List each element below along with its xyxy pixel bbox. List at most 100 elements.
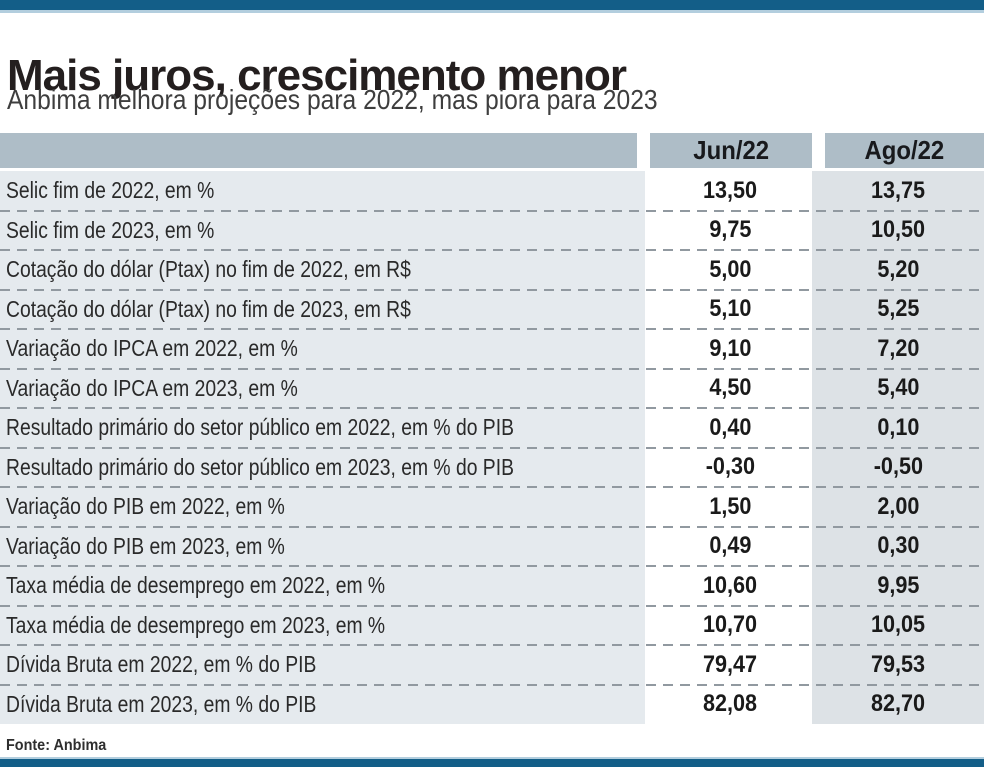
row-label: Cotação do dólar (Ptax) no fim de 2022, … — [6, 256, 411, 283]
jun-value-cell: 82,08 — [648, 690, 812, 718]
page-subtitle: Anbima melhora projeções para 2022, mas … — [7, 84, 658, 115]
jun-value-cell: 79,47 — [648, 651, 812, 679]
jun-value-cell: 0,40 — [648, 414, 812, 442]
row-label: Dívida Bruta em 2022, em % do PIB — [6, 651, 317, 678]
table-header-row: Jun/22 Ago/22 — [0, 133, 984, 168]
jun-value: 13,50 — [702, 176, 758, 204]
table-row: Variação do IPCA em 2023, em % 4,50 5,40 — [0, 369, 984, 409]
table-row: Variação do PIB em 2023, em % 0,49 0,30 — [0, 527, 984, 567]
table-row: Selic fim de 2023, em % 9,75 10,50 — [0, 211, 984, 251]
jun-value-cell: -0,30 — [648, 453, 812, 481]
jun-value-cell: 10,60 — [648, 572, 812, 600]
row-label-cell: Taxa média de desemprego em 2023, em % — [0, 612, 648, 639]
jun-value: 10,60 — [702, 571, 758, 599]
row-label-cell: Cotação do dólar (Ptax) no fim de 2022, … — [0, 256, 648, 283]
ago-value-cell: 5,25 — [812, 295, 984, 323]
table-row: Cotação do dólar (Ptax) no fim de 2023, … — [0, 290, 984, 330]
ago-value-cell: 0,30 — [812, 532, 984, 560]
row-label: Variação do IPCA em 2023, em % — [6, 374, 298, 401]
jun-value-cell: 1,50 — [648, 493, 812, 521]
row-label: Taxa média de desemprego em 2023, em % — [6, 611, 386, 638]
jun-value-cell: 0,49 — [648, 532, 812, 560]
ago-value-cell: 0,10 — [812, 414, 984, 442]
row-label: Taxa média de desemprego em 2022, em % — [6, 572, 386, 599]
jun-value: 4,50 — [708, 374, 752, 402]
ago-value: 79,53 — [870, 650, 926, 678]
jun-value: 9,75 — [708, 216, 752, 244]
ago-value: 5,20 — [876, 255, 920, 283]
row-label-cell: Dívida Bruta em 2022, em % do PIB — [0, 651, 648, 678]
row-label: Dívida Bruta em 2023, em % do PIB — [6, 690, 317, 717]
jun-value-cell: 13,50 — [648, 177, 812, 205]
jun-value: 82,08 — [702, 690, 758, 718]
table-row: Variação do PIB em 2022, em % 1,50 2,00 — [0, 487, 984, 527]
jun-value-cell: 5,10 — [648, 295, 812, 323]
column-header-jun: Jun/22 — [650, 133, 812, 168]
row-label-cell: Selic fim de 2023, em % — [0, 217, 648, 244]
row-label: Selic fim de 2022, em % — [6, 177, 215, 204]
row-label: Cotação do dólar (Ptax) no fim de 2023, … — [6, 295, 411, 322]
ago-value: 2,00 — [876, 492, 920, 520]
jun-value: 10,70 — [702, 611, 758, 639]
source-label: Fonte: Anbima — [6, 737, 107, 754]
table-row: Dívida Bruta em 2023, em % do PIB 82,08 … — [0, 685, 984, 725]
row-label-cell: Variação do PIB em 2023, em % — [0, 533, 648, 560]
row-label: Resultado primário do setor público em 2… — [6, 453, 514, 480]
table-row: Resultado primário do setor público em 2… — [0, 448, 984, 488]
jun-value: -0,30 — [705, 453, 755, 481]
jun-value-cell: 9,75 — [648, 216, 812, 244]
table-row: Taxa média de desemprego em 2023, em % 1… — [0, 606, 984, 646]
table-row: Cotação do dólar (Ptax) no fim de 2022, … — [0, 250, 984, 290]
ago-value-cell: 2,00 — [812, 493, 984, 521]
ago-value: 0,10 — [876, 413, 920, 441]
jun-value: 5,10 — [708, 295, 752, 323]
jun-value-cell: 4,50 — [648, 374, 812, 402]
row-label-cell: Taxa média de desemprego em 2022, em % — [0, 572, 648, 599]
table-row: Selic fim de 2022, em % 13,50 13,75 — [0, 171, 984, 211]
jun-value: 79,47 — [702, 650, 758, 678]
ago-value: 9,95 — [876, 571, 920, 599]
column-header-ago-label: Ago/22 — [864, 135, 945, 165]
jun-value-cell: 5,00 — [648, 256, 812, 284]
jun-value: 0,49 — [708, 532, 752, 560]
jun-value: 9,10 — [708, 334, 752, 362]
row-label: Selic fim de 2023, em % — [6, 216, 215, 243]
ago-value: -0,50 — [873, 453, 923, 481]
ago-value-cell: 5,20 — [812, 256, 984, 284]
header-gap — [637, 133, 650, 168]
column-header-ago: Ago/22 — [825, 133, 984, 168]
row-label-cell: Variação do IPCA em 2023, em % — [0, 375, 648, 402]
ago-value: 13,75 — [870, 176, 926, 204]
row-label: Variação do IPCA em 2022, em % — [6, 335, 298, 362]
ago-value: 10,05 — [870, 611, 926, 639]
ago-value: 0,30 — [876, 532, 920, 560]
row-label-cell: Resultado primário do setor público em 2… — [0, 414, 648, 441]
ago-value-cell: 5,40 — [812, 374, 984, 402]
ago-value-cell: 7,20 — [812, 335, 984, 363]
row-label: Resultado primário do setor público em 2… — [6, 414, 514, 441]
row-label-cell: Cotação do dólar (Ptax) no fim de 2023, … — [0, 296, 648, 323]
column-header-jun-label: Jun/22 — [693, 135, 769, 165]
bottom-accent-line — [0, 757, 984, 759]
jun-value: 5,00 — [708, 255, 752, 283]
row-label-cell: Variação do IPCA em 2022, em % — [0, 335, 648, 362]
ago-value-cell: 13,75 — [812, 177, 984, 205]
row-label-cell: Resultado primário do setor público em 2… — [0, 454, 648, 481]
jun-value-cell: 10,70 — [648, 611, 812, 639]
ago-value: 82,70 — [870, 690, 926, 718]
table-rows-container: Selic fim de 2022, em % 13,50 13,75 Seli… — [0, 171, 984, 724]
ago-value-cell: 9,95 — [812, 572, 984, 600]
ago-value: 10,50 — [870, 216, 926, 244]
ago-value: 5,40 — [876, 374, 920, 402]
table-row: Dívida Bruta em 2022, em % do PIB 79,47 … — [0, 645, 984, 685]
jun-value: 1,50 — [708, 492, 752, 520]
jun-value-cell: 9,10 — [648, 335, 812, 363]
row-label: Variação do PIB em 2023, em % — [6, 532, 285, 559]
ago-value: 7,20 — [876, 334, 920, 362]
header-gap — [812, 133, 825, 168]
top-accent-line — [0, 10, 984, 13]
top-brand-bar — [0, 0, 984, 10]
row-label-cell: Dívida Bruta em 2023, em % do PIB — [0, 691, 648, 718]
row-label-cell: Selic fim de 2022, em % — [0, 177, 648, 204]
